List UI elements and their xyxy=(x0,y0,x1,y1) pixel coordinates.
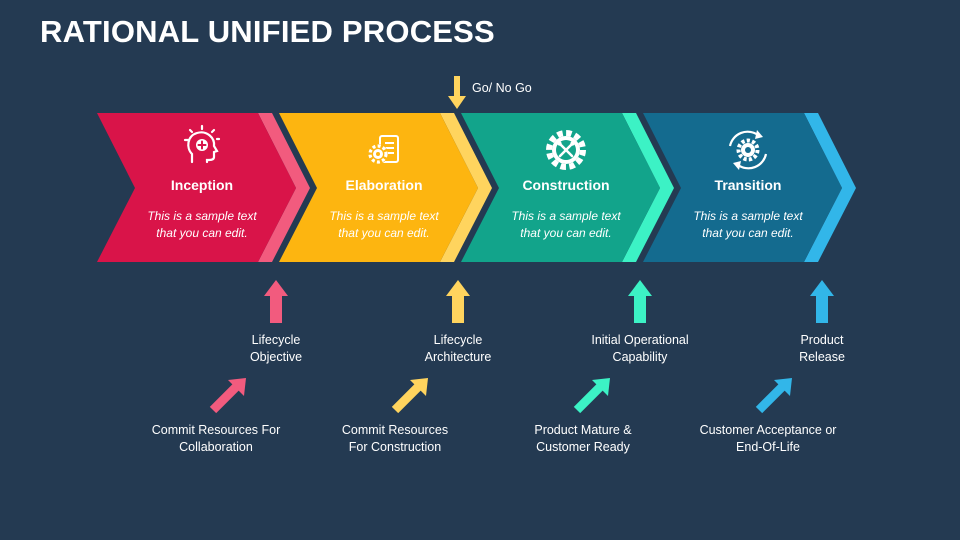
transition-label-4: Customer Acceptance or End-Of-Life xyxy=(688,422,848,456)
phase-desc-construction: This is a sample text that you can edit. xyxy=(476,208,656,242)
milestone-arrow-3 xyxy=(628,280,652,323)
phase-name-transition: Transition xyxy=(714,177,782,193)
phase-name-elaboration: Elaboration xyxy=(345,177,423,193)
phase-name-inception: Inception xyxy=(170,177,234,193)
milestone-label-line: Release xyxy=(799,350,845,364)
transition-arrow-2 xyxy=(391,378,428,414)
elaboration-chevron xyxy=(279,113,478,262)
phase-desc-line: that you can edit. xyxy=(702,226,794,240)
construction-chevron xyxy=(461,113,660,262)
document-gear-icon xyxy=(368,135,399,164)
phase-desc-line: This is a sample text xyxy=(329,209,439,223)
phase-desc-line: that you can edit. xyxy=(156,226,248,240)
gear-tools-icon xyxy=(546,130,586,170)
milestone-label-4: Product Release xyxy=(772,332,872,366)
milestone-label-line: Objective xyxy=(249,350,303,364)
milestone-label-line: Product xyxy=(800,333,844,347)
milestone-label-line: Architecture xyxy=(424,350,492,364)
transition-label-line: End-Of-Life xyxy=(736,440,800,454)
transition-chevron xyxy=(643,113,842,262)
inception-chevron xyxy=(97,113,296,262)
transition-label-line: Collaboration xyxy=(179,440,253,454)
phase-desc-inception: This is a sample text that you can edit. xyxy=(112,208,292,242)
milestone-label-line: Capability xyxy=(612,350,668,364)
milestone-label-2: Lifecycle Architecture xyxy=(398,332,518,366)
phase-desc-line: This is a sample text xyxy=(693,209,803,223)
milestone-label-line: Lifecycle xyxy=(433,333,483,347)
slide-title: RATIONAL UNIFIED PROCESS xyxy=(40,14,495,49)
gear-cycle-icon xyxy=(728,130,768,170)
gate-label: Go/ No Go xyxy=(472,81,532,95)
transition-label-3: Product Mature & Customer Ready xyxy=(508,422,658,456)
milestone-label-3: Initial Operational Capability xyxy=(570,332,710,366)
transition-label-line: Customer Acceptance or xyxy=(699,423,837,437)
milestone-arrow-4 xyxy=(810,280,834,323)
transition-label-line: Commit Resources For xyxy=(151,423,281,437)
milestone-label-line: Lifecycle xyxy=(251,333,301,347)
transition-label-line: Product Mature & xyxy=(534,423,632,437)
phase-desc-line: This is a sample text xyxy=(511,209,621,223)
transition-label-line: Customer Ready xyxy=(536,440,630,454)
transition-label-2: Commit Resources For Construction xyxy=(320,422,470,456)
milestone-label-line: Initial Operational xyxy=(591,333,689,347)
head-plus-icon xyxy=(183,124,221,164)
milestone-arrow-1 xyxy=(264,280,288,323)
transition-arrow-4 xyxy=(755,378,792,414)
phase-desc-transition: This is a sample text that you can edit. xyxy=(658,208,838,242)
phase-desc-elaboration: This is a sample text that you can edit. xyxy=(294,208,474,242)
gate-down-arrow xyxy=(448,76,466,109)
transition-label-line: Commit Resources xyxy=(341,423,449,437)
phase-desc-line: that you can edit. xyxy=(338,226,430,240)
milestone-arrow-2 xyxy=(446,280,470,323)
phase-desc-line: This is a sample text xyxy=(147,209,257,223)
transition-arrow-1 xyxy=(209,378,246,414)
transition-arrow-3 xyxy=(573,378,610,414)
milestone-label-1: Lifecycle Objective xyxy=(216,332,336,366)
transition-label-line: For Construction xyxy=(348,440,442,454)
transition-label-1: Commit Resources For Collaboration xyxy=(141,422,291,456)
phase-desc-line: that you can edit. xyxy=(520,226,612,240)
phase-name-construction: Construction xyxy=(522,177,610,193)
